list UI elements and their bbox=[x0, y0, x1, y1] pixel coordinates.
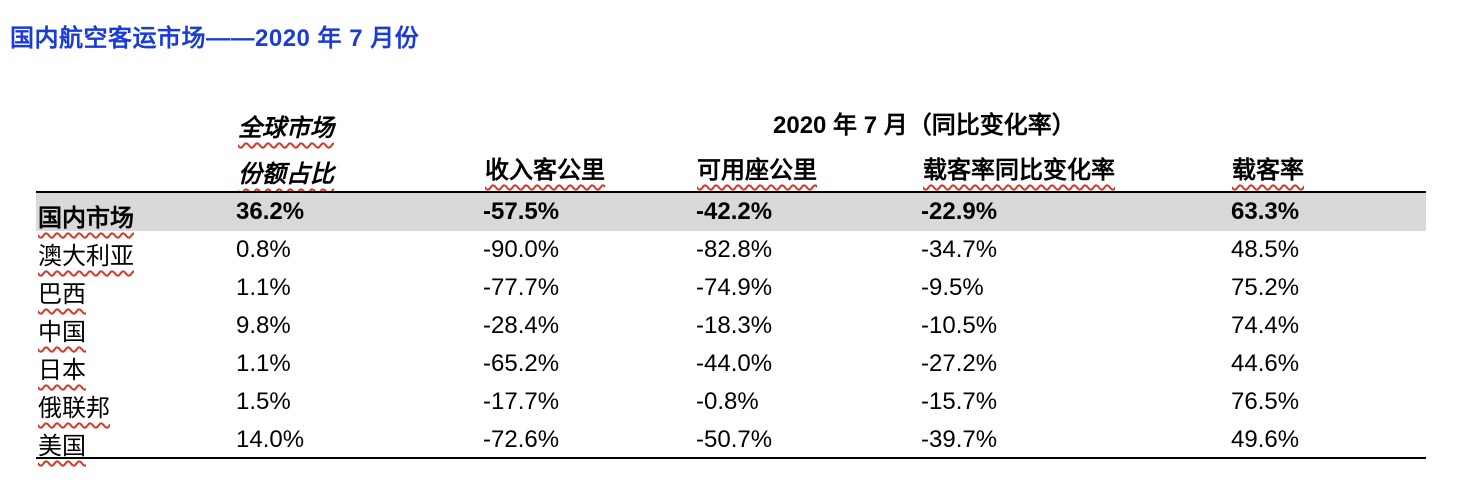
share-header-line2: 份额占比 bbox=[238, 161, 334, 188]
table-row: 中国 9.8% -28.4% -18.3% -10.5% 74.4% bbox=[36, 307, 1426, 346]
table-bottom-rule bbox=[36, 457, 1426, 459]
market-share: 1.1% bbox=[236, 274, 291, 301]
load-factor-change: -9.5% bbox=[921, 274, 984, 301]
load-factor: 49.6% bbox=[1231, 426, 1300, 453]
load-factor: 74.4% bbox=[1231, 312, 1300, 339]
table-row: 俄联邦 1.5% -17.7% -0.8% -15.7% 76.5% bbox=[36, 383, 1426, 422]
load-factor: 63.3% bbox=[1231, 198, 1300, 225]
table-row: 美国 14.0% -72.6% -50.7% -39.7% 49.6% bbox=[36, 421, 1426, 460]
load-factor: 44.6% bbox=[1231, 350, 1300, 377]
table-row: 巴西 1.1% -77.7% -74.9% -9.5% 75.2% bbox=[36, 269, 1426, 308]
load-factor-change: -34.7% bbox=[921, 236, 998, 263]
load-factor-change: -15.7% bbox=[921, 388, 998, 415]
ask-column-header: 可用座公里 bbox=[697, 157, 817, 184]
market-share: 0.8% bbox=[236, 236, 291, 263]
market-name: 中国 bbox=[38, 319, 86, 346]
market-share: 36.2% bbox=[236, 198, 305, 225]
ask-change: -18.3% bbox=[696, 312, 773, 339]
market-share: 9.8% bbox=[236, 312, 291, 339]
load-factor-change: -10.5% bbox=[921, 312, 998, 339]
rpk-column-header: 收入客公里 bbox=[485, 157, 605, 184]
ask-change: -74.9% bbox=[696, 274, 773, 301]
market-name: 俄联邦 bbox=[38, 395, 110, 422]
load-factor: 76.5% bbox=[1231, 388, 1300, 415]
ask-change: -0.8% bbox=[696, 388, 759, 415]
load-factor-column-header: 载客率 bbox=[1232, 157, 1304, 184]
load-factor: 48.5% bbox=[1231, 236, 1300, 263]
market-share: 14.0% bbox=[236, 426, 305, 453]
market-name: 国内市场 bbox=[38, 205, 134, 232]
group-header: 2020 年 7 月（同比变化率） bbox=[773, 112, 1076, 139]
market-share: 1.1% bbox=[236, 350, 291, 377]
rpk-change: -72.6% bbox=[483, 426, 560, 453]
ask-change: -50.7% bbox=[696, 426, 773, 453]
market-name: 澳大利亚 bbox=[38, 243, 134, 270]
share-header-line1: 全球市场 bbox=[238, 115, 334, 142]
share-column-header: 全球市场 份额占比 bbox=[238, 106, 334, 198]
rpk-change: -57.5% bbox=[483, 198, 560, 225]
table-row: 澳大利亚 0.8% -90.0% -82.8% -34.7% 48.5% bbox=[36, 231, 1426, 270]
ask-change: -44.0% bbox=[696, 350, 773, 377]
load-factor-change: -27.2% bbox=[921, 350, 998, 377]
ask-change: -42.2% bbox=[696, 198, 773, 225]
load-factor: 75.2% bbox=[1231, 274, 1300, 301]
market-name: 美国 bbox=[38, 433, 86, 460]
rpk-change: -17.7% bbox=[483, 388, 560, 415]
ask-change: -82.8% bbox=[696, 236, 773, 263]
rpk-change: -77.7% bbox=[483, 274, 560, 301]
load-factor-change: -39.7% bbox=[921, 426, 998, 453]
market-name: 巴西 bbox=[38, 281, 86, 308]
table-row: 日本 1.1% -65.2% -44.0% -27.2% 44.6% bbox=[36, 345, 1426, 384]
market-share: 1.5% bbox=[236, 388, 291, 415]
page-title: 国内航空客运市场——2020 年 7 月份 bbox=[10, 25, 420, 52]
rpk-change: -65.2% bbox=[483, 350, 560, 377]
rpk-change: -90.0% bbox=[483, 236, 560, 263]
market-name: 日本 bbox=[38, 357, 86, 384]
load-factor-change-column-header: 载客率同比变化率 bbox=[923, 157, 1115, 184]
table-top-rule bbox=[36, 191, 1426, 193]
rpk-change: -28.4% bbox=[483, 312, 560, 339]
table-row: 国内市场 36.2% -57.5% -42.2% -22.9% 63.3% bbox=[36, 193, 1426, 232]
load-factor-change: -22.9% bbox=[921, 198, 998, 225]
